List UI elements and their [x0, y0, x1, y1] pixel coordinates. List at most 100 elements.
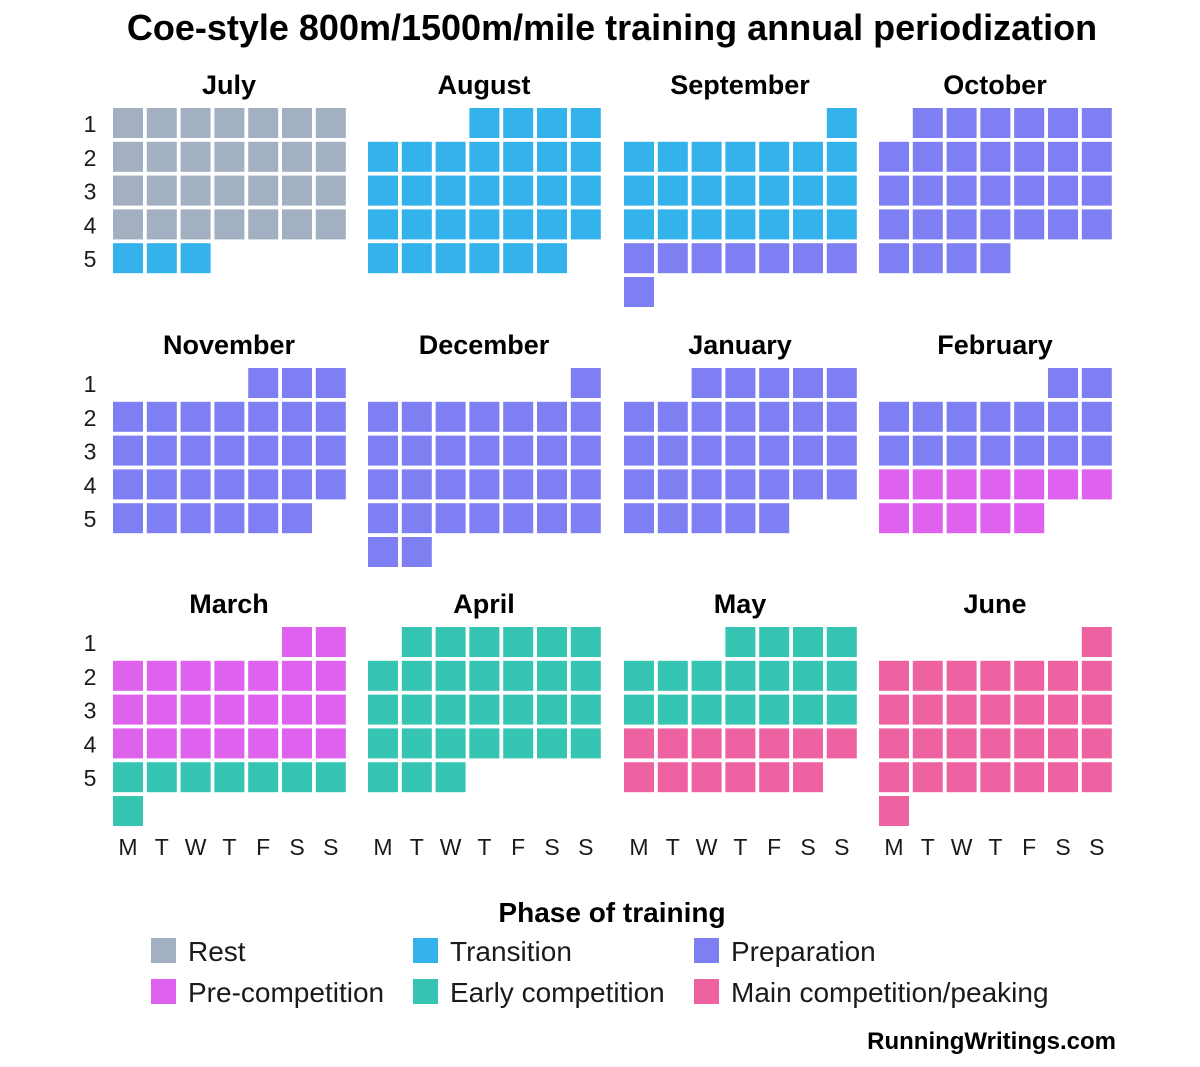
day-cell-may-15: [725, 694, 756, 725]
day-cell-august-29: [469, 243, 500, 274]
day-cell-august-11: [570, 141, 601, 172]
week-label-2-3: 3: [84, 439, 97, 465]
day-cell-april-9: [435, 660, 466, 691]
day-cell-october-15: [912, 175, 943, 206]
month-label-april: April: [453, 589, 515, 619]
day-cell-march-5: [180, 660, 211, 691]
day-cell-july-27: [282, 209, 312, 240]
day-cell-january-19: [826, 435, 857, 466]
day-cell-september-20: [759, 209, 790, 240]
day-cell-july-5: [248, 108, 279, 138]
day-cell-september-10: [657, 175, 688, 206]
day-cell-november-5: [146, 401, 177, 432]
day-cell-april-10: [469, 660, 500, 691]
day-cell-august-13: [401, 175, 432, 206]
weekday-label-4-4: T: [988, 834, 1002, 860]
day-cell-march-11: [146, 694, 177, 725]
day-cell-may-12: [624, 694, 654, 725]
day-cell-december-19: [469, 469, 500, 500]
week-label-3-3: 3: [84, 698, 97, 724]
day-cell-april-20: [570, 694, 601, 725]
credit-text: RunningWritings.com: [867, 1028, 1116, 1055]
day-cell-july-7: [315, 108, 346, 138]
day-cell-november-27: [180, 503, 211, 534]
day-cell-september-8: [826, 141, 857, 172]
day-cell-august-5: [368, 141, 398, 172]
day-cell-march-22: [282, 728, 312, 759]
day-cell-november-1: [248, 368, 279, 398]
legend-swatch: [413, 938, 438, 963]
day-cell-may-7: [691, 660, 722, 691]
week-label-2-5: 5: [84, 506, 97, 532]
legend-label: Pre-competition: [188, 977, 384, 1008]
day-cell-april-6: [570, 627, 601, 657]
day-cell-april-25: [503, 728, 534, 759]
day-cell-march-6: [214, 660, 245, 691]
day-cell-january-13: [624, 435, 654, 466]
day-cell-may-28: [691, 762, 722, 793]
day-cell-october-9: [946, 141, 977, 172]
day-cell-march-1: [282, 627, 312, 657]
day-cell-february-6: [980, 401, 1011, 432]
day-cell-january-3: [759, 368, 790, 398]
day-cell-august-23: [503, 209, 534, 240]
day-cell-june-24: [912, 762, 943, 793]
weekday-label-1-7: S: [323, 834, 338, 860]
day-cell-march-17: [113, 728, 143, 759]
weekday-label-2-3: W: [440, 834, 462, 860]
day-cell-january-20: [624, 469, 654, 500]
day-cell-october-23: [946, 209, 977, 240]
day-cell-april-13: [570, 660, 601, 691]
day-cell-february-1: [1048, 368, 1078, 398]
month-label-october: October: [943, 70, 1047, 100]
day-cell-april-12: [537, 660, 567, 691]
month-label-march: March: [189, 589, 269, 619]
day-cell-july-26: [248, 209, 279, 240]
day-cell-february-24: [879, 503, 909, 534]
day-cell-august-22: [469, 209, 500, 240]
day-cell-august-16: [503, 175, 534, 206]
week-label-1-4: 4: [84, 212, 97, 238]
day-cell-june-9: [879, 694, 909, 725]
day-cell-february-13: [980, 435, 1011, 466]
day-cell-may-31: [793, 762, 823, 793]
day-cell-august-4: [570, 108, 601, 138]
month-april: April: [368, 589, 601, 793]
week-label-1-3: 3: [84, 179, 97, 205]
day-cell-june-17: [912, 728, 943, 759]
day-cell-november-25: [113, 503, 143, 534]
legend-label: Transition: [450, 936, 572, 967]
day-cell-september-15: [826, 175, 857, 206]
day-cell-october-17: [980, 175, 1011, 206]
day-cell-december-20: [503, 469, 534, 500]
month-november: November: [113, 330, 346, 534]
day-cell-march-10: [113, 694, 143, 725]
day-cell-october-24: [980, 209, 1011, 240]
legend-item-pre-competition: Pre-competition: [151, 977, 384, 1008]
day-cell-july-2: [146, 108, 177, 138]
day-cell-july-25: [214, 209, 245, 240]
day-cell-december-24: [401, 503, 432, 534]
legend-label: Early competition: [450, 977, 665, 1008]
day-cell-february-18: [912, 469, 943, 500]
day-cell-september-6: [759, 141, 790, 172]
day-cell-september-25: [691, 243, 722, 274]
day-cell-january-17: [759, 435, 790, 466]
day-cell-december-25: [435, 503, 466, 534]
day-cell-september-29: [826, 243, 857, 274]
day-cell-december-18: [435, 469, 466, 500]
day-cell-march-7: [248, 660, 279, 691]
day-cell-august-18: [570, 175, 601, 206]
day-cell-june-22: [1081, 728, 1112, 759]
day-cell-march-18: [146, 728, 177, 759]
day-cell-december-31: [401, 537, 432, 567]
day-cell-february-25: [912, 503, 943, 534]
day-cell-october-28: [879, 243, 909, 274]
day-cell-january-1: [691, 368, 722, 398]
day-cell-december-5: [469, 401, 500, 432]
day-cell-october-3: [980, 108, 1011, 138]
weekday-label-3-5: F: [767, 834, 781, 860]
day-cell-september-16: [624, 209, 654, 240]
month-january: January: [624, 330, 857, 534]
day-cell-may-14: [691, 694, 722, 725]
